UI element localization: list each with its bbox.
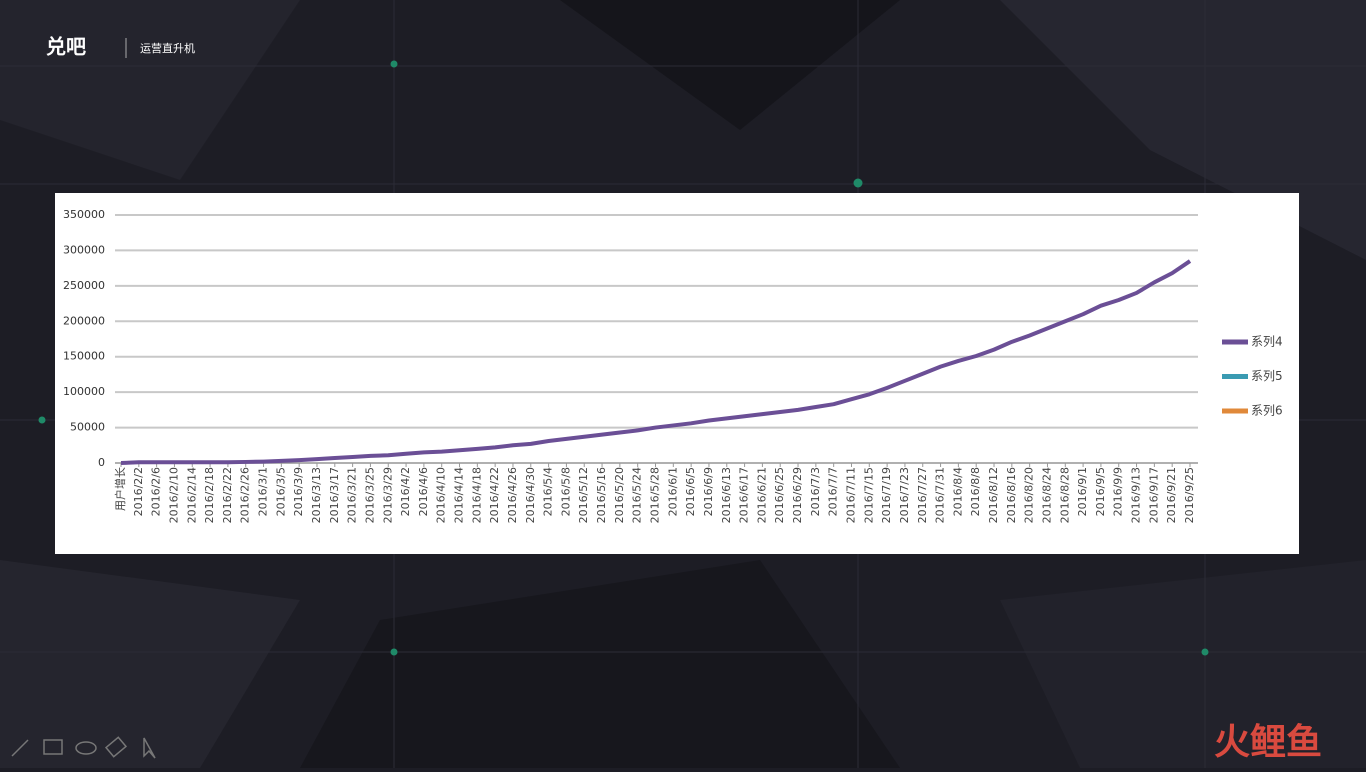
x-tick-label: 2016/7/27 [916,467,929,523]
chart: 0 50000 100000 150000 200000 250000 300000 3500… [63,208,1283,523]
x-tick-label: 2016/4/30 [524,467,537,523]
x-tick-label: 2016/9/17 [1147,467,1160,523]
x-tick-label: 2016/8/12 [987,467,1000,523]
x-tick-label: 2016/8/4 [951,467,964,516]
x-tick-label: 2016/9/5 [1094,467,1107,516]
x-tick-label: 2016/9/1 [1076,467,1089,516]
x-tick-label: 2016/8/20 [1023,467,1036,523]
x-tick-label: 2016/2/14 [185,467,198,523]
x-tick-label: 2016/4/10 [435,467,448,523]
x-tick-label: 2016/2/22 [221,467,234,523]
x-tick-label: 2016/5/24 [631,467,644,523]
x-tick-label: 2016/3/29 [381,467,394,523]
x-tick-label: 2016/9/13 [1130,467,1143,523]
product: 运营直升机 [140,41,195,55]
x-tick-label: 2016/3/5 [274,467,287,516]
legend-label: 系列5 [1251,369,1283,383]
x-tick-label: 2016/7/3 [809,467,822,516]
x-tick-label: 用户增长 [113,467,127,511]
x-tick-label: 2016/4/14 [453,467,466,523]
x-tick-label: 2016/4/6 [417,467,430,516]
y-tick-label: 350000 [63,208,105,221]
x-tick-label: 2016/7/31 [934,467,947,523]
x-tick-label: 2016/5/4 [542,467,555,516]
x-tick-label: 2016/5/16 [595,467,608,523]
x-tick-label: 2016/6/21 [755,467,768,523]
legend-label: 系列6 [1251,404,1283,418]
x-tick-label: 2016/8/24 [1040,467,1053,523]
x-tick-label: 2016/7/23 [898,467,911,523]
x-tick-label: 2016/6/5 [684,467,697,516]
x-tick-label: 2016/3/13 [310,467,323,523]
y-tick-label: 0 [98,456,105,469]
x-tick-label: 2016/8/28 [1058,467,1071,523]
series-line [120,259,1192,465]
y-tick-label: 50000 [70,421,105,434]
x-tick-label: 2016/2/18 [203,467,216,523]
x-tick-label: 2016/8/8 [969,467,982,516]
x-tick-label: 2016/9/21 [1165,467,1178,523]
x-tick-label: 2016/5/8 [559,467,572,516]
x-tick-label: 2016/7/15 [862,467,875,523]
x-tick-label: 2016/2/6 [150,467,163,516]
x-tick-label: 2016/5/12 [577,467,590,523]
x-tick-label: 2016/2/10 [167,467,180,523]
x-tick-label: 2016/6/13 [720,467,733,523]
x-tick-label: 2016/6/17 [738,467,751,523]
logo: 兑吧 运营直升机 [46,35,195,59]
y-tick-label: 300000 [63,243,105,256]
chart-area [55,193,1299,554]
x-tick-label: 2016/4/26 [506,467,519,523]
x-tick-label: 2016/4/2 [399,467,412,516]
x-tick-label: 2016/9/25 [1183,467,1196,523]
x-tick-label: 2016/6/29 [791,467,804,523]
x-tick-label: 2016/6/9 [702,467,715,516]
x-tick-label: 2016/4/18 [470,467,483,523]
x-tick-label: 2016/3/17 [328,467,341,523]
x-tick-label: 2016/2/2 [132,467,145,516]
brand: 兑吧 [46,35,86,59]
x-tick-label: 2016/2/26 [239,467,252,523]
x-tick-label: 2016/7/11 [844,467,857,523]
x-tick-label: 2016/7/7 [827,467,840,516]
y-tick-label: 250000 [63,279,105,292]
x-tick-label: 2016/3/25 [363,467,376,523]
x-tick-label: 2016/3/1 [257,467,270,516]
y-tick-label: 100000 [63,385,105,398]
x-tick-label: 2016/6/25 [773,467,786,523]
x-tick-label: 2016/8/16 [1005,467,1018,523]
x-tick-label: 2016/5/20 [613,467,626,523]
x-tick-label: 2016/5/28 [649,467,662,523]
legend-label: 系列4 [1251,335,1283,349]
watermark: 火鲤鱼 [1214,722,1322,763]
x-tick-label: 2016/7/19 [880,467,893,523]
x-tick-label: 2016/9/9 [1112,467,1125,516]
y-tick-label: 200000 [63,314,105,327]
toolbar [11,736,156,759]
x-tick-label: 2016/3/9 [292,467,305,516]
x-tick-label: 2016/4/22 [488,467,501,523]
x-tick-label: 2016/6/1 [666,467,679,516]
y-tick-label: 150000 [63,350,105,363]
x-tick-label: 2016/3/21 [346,467,359,523]
